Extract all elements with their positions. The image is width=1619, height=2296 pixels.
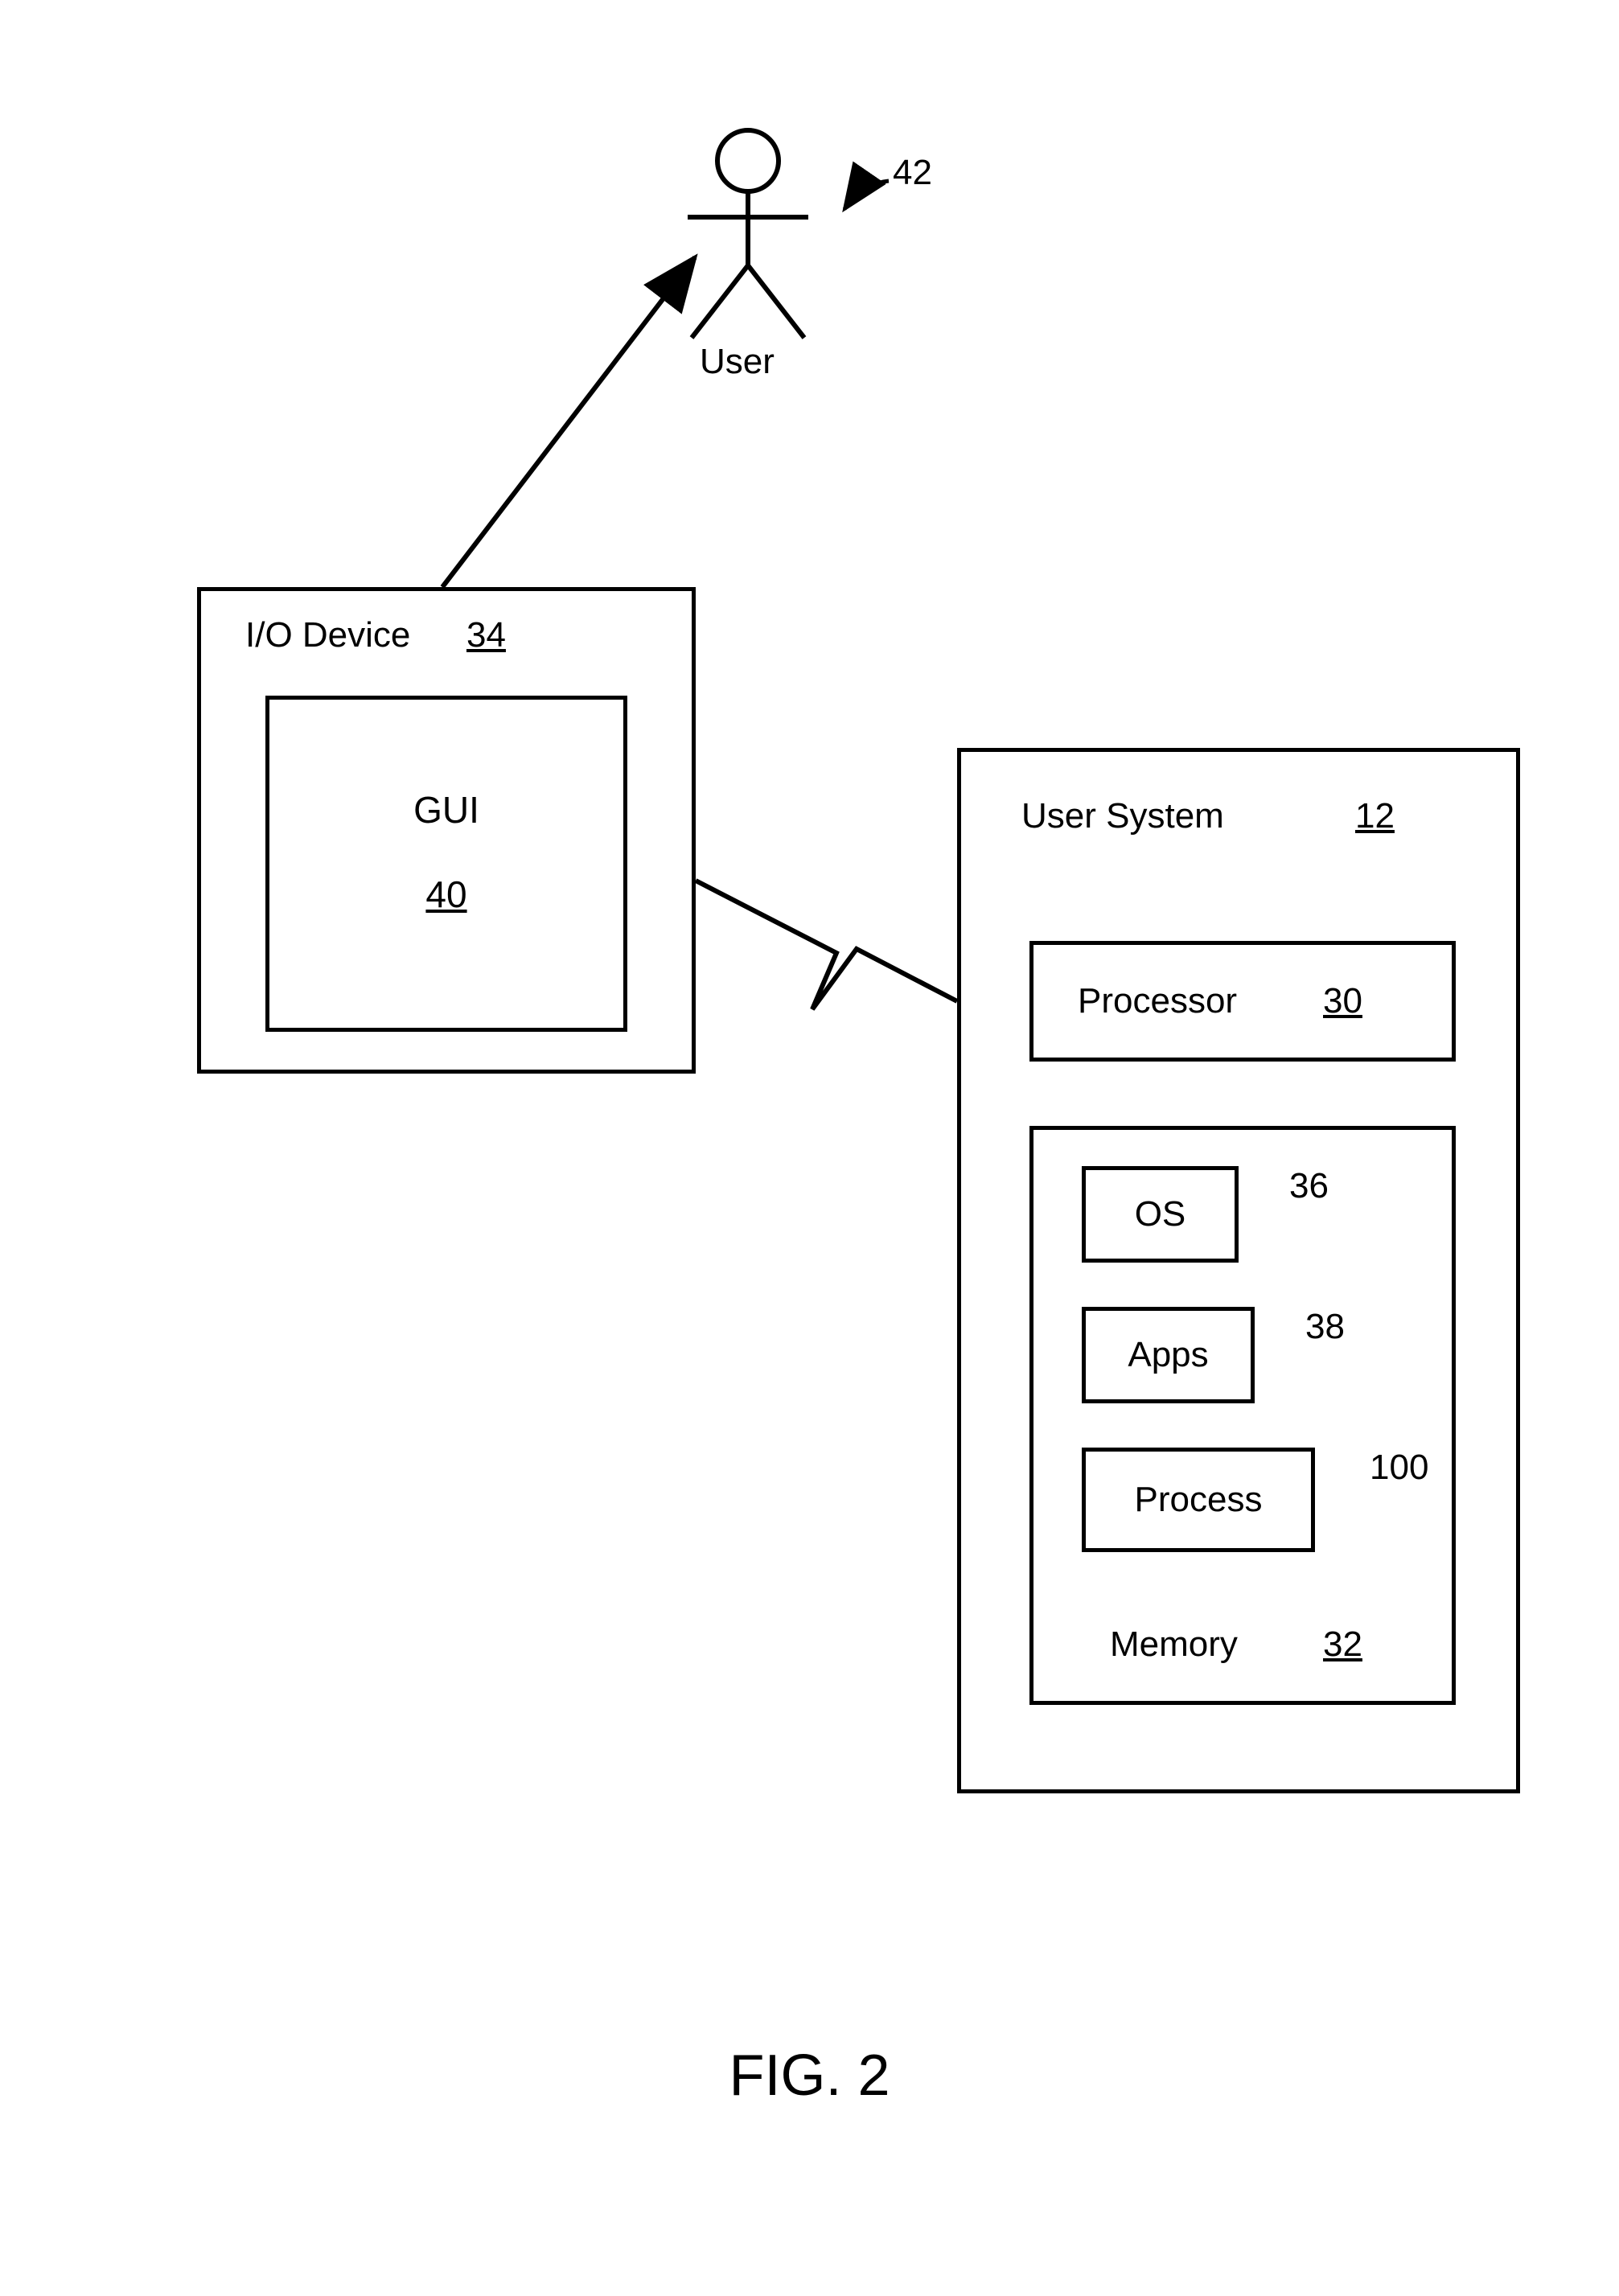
connector-io-to-user: [442, 257, 695, 587]
processor-box: Processor 30: [1029, 941, 1456, 1062]
connector-io-to-system: [696, 881, 957, 1009]
os-ref: 36: [1289, 1166, 1329, 1206]
apps-box: Apps: [1082, 1307, 1255, 1403]
gui-label: GUI: [269, 788, 623, 832]
memory-label: Memory: [1110, 1624, 1238, 1665]
user-stick-figure: [688, 130, 808, 338]
user-system-title: User System: [1021, 796, 1224, 836]
process-box: Process: [1082, 1448, 1315, 1552]
processor-ref: 30: [1323, 981, 1362, 1021]
user-label: User: [700, 342, 775, 382]
apps-ref: 38: [1305, 1307, 1345, 1347]
diagram-canvas: User 42 I/O Device 34 GUI 40 User System…: [0, 0, 1619, 2296]
figure-caption: FIG. 2: [0, 2043, 1619, 2109]
os-box: OS: [1082, 1166, 1239, 1263]
gui-ref: 40: [269, 873, 623, 916]
apps-label: Apps: [1128, 1335, 1208, 1375]
processor-label: Processor: [1078, 981, 1237, 1021]
gui-box: GUI 40: [265, 696, 627, 1032]
process-ref: 100: [1370, 1448, 1428, 1488]
memory-ref: 32: [1323, 1624, 1362, 1665]
os-label: OS: [1135, 1194, 1186, 1234]
io-device-ref: 34: [466, 615, 506, 655]
user-system-ref: 12: [1355, 796, 1395, 836]
ref-arrow-user: [844, 181, 889, 209]
user-ref: 42: [893, 153, 932, 193]
io-device-title: I/O Device: [245, 615, 410, 655]
process-label: Process: [1135, 1480, 1263, 1520]
